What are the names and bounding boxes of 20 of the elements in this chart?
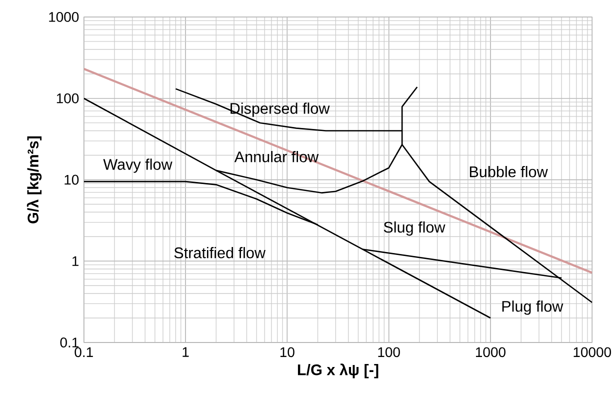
annotation: Slug flow — [384, 221, 446, 236]
x-tick-label: 10 — [280, 347, 294, 357]
annotation: Bubble flow — [470, 166, 548, 178]
x-tick-label: 1000 — [476, 347, 506, 357]
x-tick-label: 0.1 — [74, 347, 93, 357]
y-axis-title: G/λ [kg/m²s] — [26, 136, 42, 224]
y-tick-label: 10 — [64, 174, 79, 184]
y-tick-label: 1 — [72, 256, 78, 266]
x-tick-label: 1 — [182, 347, 189, 357]
y-tick-label: 0.1 — [60, 337, 78, 348]
annotation: Wavy flow — [103, 158, 172, 173]
annotation: Annular flow — [234, 150, 319, 162]
x-tick-label: 10000 — [574, 347, 612, 357]
annotation: Plug flow — [502, 300, 564, 315]
x-tick-label: 100 — [378, 347, 400, 357]
x-axis-title: L/G x λψ [-] — [298, 363, 378, 378]
annotation: Stratified flow — [174, 246, 266, 258]
y-tick-label: 1000 — [49, 12, 79, 22]
y-tick-label: 100 — [56, 93, 79, 104]
annotation: Dispersed flow — [230, 102, 330, 117]
